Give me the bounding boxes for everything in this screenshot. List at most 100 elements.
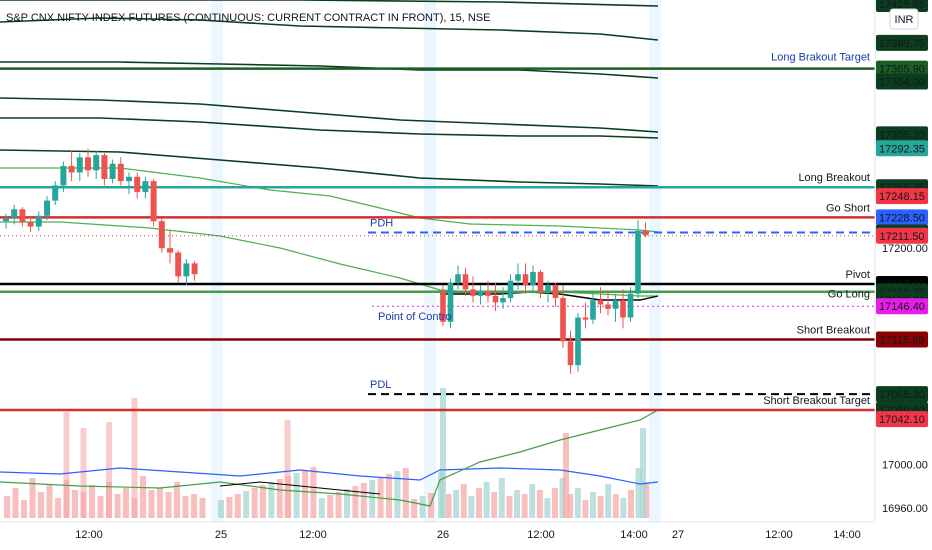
price-tag[interactable] <box>876 60 928 77</box>
volume-bar <box>460 484 467 518</box>
time-tick: 12:00 <box>765 529 793 541</box>
price-tag[interactable] <box>876 73 928 90</box>
price-tag[interactable] <box>876 227 928 244</box>
candle-body <box>515 274 521 281</box>
volume-bar <box>344 489 350 518</box>
price-tag[interactable] <box>876 140 928 157</box>
candle-body <box>117 163 124 182</box>
volume-bar <box>394 471 401 518</box>
time-tick: 26 <box>437 529 449 541</box>
volume-bar <box>268 482 275 518</box>
volume-bar <box>521 494 528 518</box>
volume-bar <box>544 498 551 518</box>
price-tag[interactable] <box>876 209 928 226</box>
volume-bar <box>72 490 78 518</box>
volume-bar <box>419 496 426 518</box>
candle-body <box>68 165 75 173</box>
volume-bar <box>29 478 36 518</box>
volume-bar <box>428 493 434 518</box>
volume-short-line <box>219 481 381 495</box>
volume-bar <box>476 488 482 518</box>
volume-bar <box>191 494 197 518</box>
candle-body <box>582 317 589 320</box>
price-tag[interactable] <box>876 34 928 51</box>
volume-bar <box>284 420 291 518</box>
volume-bar <box>80 428 87 518</box>
price-tick: 16960.00 <box>882 503 928 515</box>
candle-body <box>590 300 596 320</box>
volume-bar <box>640 428 646 518</box>
volume-bar <box>445 494 452 518</box>
moving-average-lines <box>0 0 659 301</box>
volume-bar <box>612 494 619 518</box>
volume-bar <box>483 482 490 518</box>
price-tag[interactable] <box>876 298 928 315</box>
price-tag-text: 17248.15 <box>879 191 925 203</box>
time-tick: 12:00 <box>299 529 327 541</box>
volume-bar <box>89 485 95 518</box>
volume-bar <box>491 492 498 518</box>
level-label: Go Long <box>828 289 870 301</box>
candle-body <box>167 248 173 253</box>
volume-bar <box>590 492 596 518</box>
volume-bar <box>293 473 300 518</box>
level-label: Short Breakout <box>797 325 870 337</box>
price-tag-text: 17365.90 <box>879 64 925 76</box>
time-axis[interactable]: 12:00 25 12:00 26 12:00 14:00 27 12:00 14:00 <box>75 529 861 541</box>
level-labels: Long Brakout Target Long Breakout Go Short… <box>370 52 870 407</box>
volume-bar <box>251 488 258 518</box>
level-label: Go Short <box>826 202 870 214</box>
candle-body <box>52 185 59 201</box>
time-tick: 12:00 <box>527 529 555 541</box>
price-tag[interactable] <box>876 331 928 348</box>
volume-bar <box>597 496 604 518</box>
candle-body <box>545 285 551 292</box>
volume-bar <box>643 482 650 518</box>
candle-body <box>552 285 559 299</box>
candle-body <box>485 291 491 296</box>
volume-bar <box>318 498 325 518</box>
volume-bar <box>21 500 27 518</box>
vwap-line <box>0 167 659 233</box>
price-tag[interactable] <box>876 126 928 143</box>
time-tick: 12:00 <box>75 529 103 541</box>
candle-body <box>158 221 165 249</box>
ma-band-line-0 <box>0 17 659 41</box>
volume-bar <box>55 498 61 518</box>
candle-body <box>440 291 446 322</box>
volume-bar <box>529 484 536 518</box>
candle-body <box>567 341 574 366</box>
volume-bar <box>453 490 460 518</box>
price-tag-text: 17389.75 <box>879 38 925 50</box>
price-tag-text: 17146.40 <box>879 301 925 313</box>
volume-bar <box>302 470 308 518</box>
candle-body <box>183 263 190 277</box>
volume-bar <box>605 484 612 518</box>
candle-body <box>537 272 544 292</box>
price-tag-text: 17292.35 <box>879 143 925 155</box>
volume-bar <box>514 490 520 518</box>
volume-bar <box>574 488 581 518</box>
candle-body <box>642 230 649 236</box>
candle-body <box>492 295 499 303</box>
candle-body <box>575 317 581 366</box>
level-label: Long Brakout Target <box>771 52 870 64</box>
volume-bar <box>131 398 138 518</box>
candle-body <box>447 282 454 322</box>
currency-badge[interactable] <box>889 8 919 30</box>
price-tag[interactable] <box>876 188 928 205</box>
volume-bar <box>360 483 367 518</box>
volume-bar <box>506 496 513 518</box>
candle-body <box>109 163 116 179</box>
volume-bar <box>335 492 342 518</box>
ma-band-line-2 <box>0 117 659 139</box>
volume-bar <box>386 474 392 518</box>
volume-bar <box>157 488 163 518</box>
candle-body <box>76 157 83 173</box>
price-tag[interactable] <box>876 386 928 403</box>
price-axis[interactable]: 17200.00 17000.00 16960.00 17425.65 17389.75… <box>876 0 928 515</box>
candle-body <box>462 274 469 290</box>
candle-body <box>93 155 100 171</box>
price-tag[interactable] <box>876 411 928 428</box>
